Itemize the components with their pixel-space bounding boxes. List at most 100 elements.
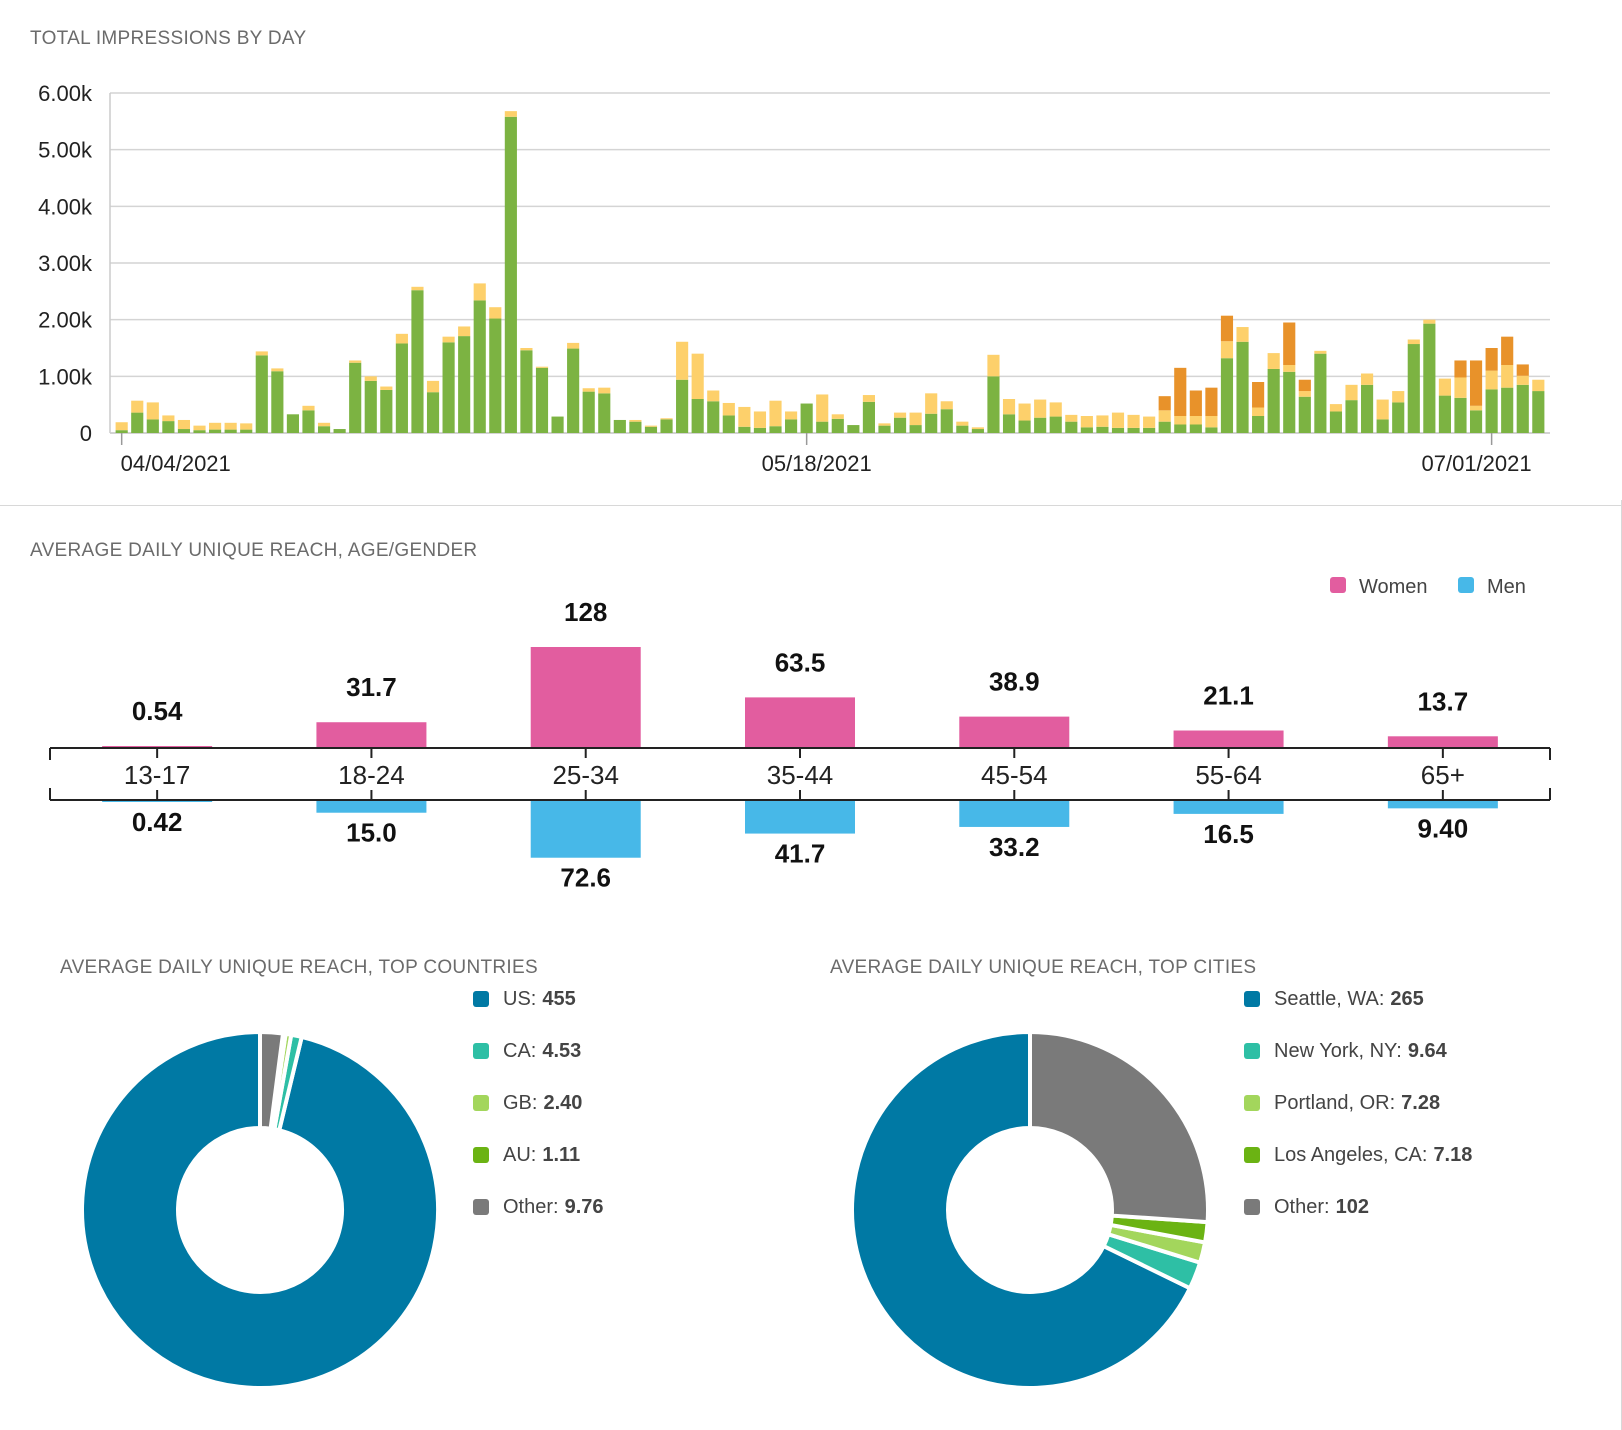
bar-segment	[535, 366, 549, 368]
bar-segment	[1158, 396, 1171, 411]
age-category-label: 18-24	[338, 760, 405, 790]
bar-segment	[473, 300, 486, 433]
bar-segment	[1267, 353, 1280, 369]
bar-segment	[1454, 397, 1467, 433]
bar-segment	[1205, 387, 1218, 416]
bar-segment	[489, 307, 502, 319]
bar-segment	[302, 410, 315, 433]
bar-segment	[146, 402, 159, 420]
bar-segment	[177, 429, 191, 433]
bar-segment	[551, 416, 564, 433]
legend-item: Los Angeles, CA: 7.18	[1244, 1129, 1472, 1181]
bar-segment	[567, 348, 580, 433]
bar-segment	[831, 418, 844, 433]
bar-segment	[1361, 373, 1374, 385]
bar-segment	[956, 421, 969, 426]
women-value-label: 21.1	[1203, 681, 1254, 711]
women-bar	[959, 716, 1070, 747]
legend-value: 2.40	[543, 1091, 583, 1114]
bar-segment	[769, 400, 782, 427]
men-bar	[745, 801, 855, 834]
legend-value: 102	[1335, 1195, 1369, 1218]
y-tick-label: 5.00k	[38, 138, 93, 163]
legend-item: Portland, OR: 7.28	[1244, 1077, 1472, 1129]
bar-segment	[224, 429, 237, 433]
y-tick-label: 1.00k	[38, 364, 93, 389]
bar-segment	[115, 430, 128, 433]
legend-label: CA:	[503, 1039, 537, 1062]
bar-segment	[520, 350, 533, 433]
bar-segment	[1454, 360, 1467, 378]
y-tick-label: 2.00k	[38, 308, 93, 333]
y-tick-label: 3.00k	[38, 251, 93, 276]
bar-segment	[1236, 341, 1249, 433]
bar-segment	[1314, 350, 1327, 354]
x-tick-label: 07/01/2021	[1422, 451, 1532, 476]
legend-swatch	[473, 1095, 489, 1111]
women-bar	[316, 722, 427, 747]
bar-segment	[644, 426, 658, 433]
bar-segment	[162, 421, 175, 433]
donut-slice	[258, 1029, 286, 1131]
bar-segment	[987, 376, 1000, 433]
bar-segment	[598, 387, 611, 394]
women-bar	[1173, 730, 1284, 747]
bar-segment	[707, 401, 720, 433]
bar-segment	[1329, 404, 1343, 412]
women-value-label: 31.7	[346, 672, 397, 702]
men-bar	[1387, 801, 1498, 809]
bar-segment	[878, 425, 891, 433]
countries-legend: US: 455 CA: 4.53 GB: 2.40 AU: 1.11 Other: 9.76	[473, 973, 604, 1233]
bar-segment	[349, 362, 362, 433]
men-value-label: 15.0	[346, 818, 397, 848]
y-tick-label: 6.00k	[38, 81, 93, 106]
bar-segment	[1392, 391, 1405, 403]
legend-label: GB:	[503, 1091, 538, 1114]
legend-label: Other:	[1274, 1195, 1330, 1218]
bar-segment	[1174, 416, 1187, 425]
bar-segment	[193, 430, 206, 433]
bar-segment	[1485, 348, 1498, 371]
bar-segment	[1298, 379, 1311, 392]
legend-item: GB: 2.40	[473, 1077, 604, 1129]
legend-value: 7.18	[1433, 1143, 1473, 1166]
bar-segment	[209, 422, 222, 430]
section-divider	[0, 505, 1622, 506]
bar-segment	[1127, 414, 1140, 428]
legend-label: Los Angeles, CA:	[1274, 1143, 1428, 1166]
legend-swatch	[1244, 1095, 1260, 1111]
bar-segment	[1096, 426, 1109, 433]
legend-swatch	[1330, 577, 1346, 593]
bar-segment	[1034, 417, 1047, 433]
bar-segment	[1205, 427, 1218, 433]
bar-segment	[816, 421, 829, 433]
bar-segment	[1065, 414, 1078, 422]
bar-segment	[644, 425, 658, 427]
bar-segment	[660, 418, 673, 420]
legend-swatch	[1458, 577, 1474, 593]
bar-segment	[162, 415, 175, 422]
bar-segment	[831, 414, 844, 419]
bar-segment	[1516, 364, 1529, 376]
bar-segment	[1454, 377, 1467, 398]
legend-swatch	[1244, 1199, 1260, 1215]
bar-segment	[535, 367, 549, 433]
age-category-label: 55-64	[1195, 760, 1262, 790]
bar-segment	[1034, 399, 1047, 418]
bar-segment	[458, 336, 471, 433]
legend-item: Seattle, WA: 265	[1244, 973, 1472, 1025]
bar-segment	[1329, 411, 1343, 433]
bar-segment	[504, 116, 517, 434]
legend-swatch	[473, 1147, 489, 1163]
bar-segment	[847, 425, 860, 433]
donut-slice	[850, 1029, 1193, 1390]
bar-segment	[1220, 341, 1234, 359]
cities-legend: Seattle, WA: 265 New York, NY: 9.64 Portland…	[1244, 973, 1472, 1233]
women-value-label: 128	[564, 597, 607, 627]
countries-title: AVERAGE DAILY UNIQUE REACH, TOP COUNTRIE…	[60, 957, 538, 978]
bar-segment	[753, 427, 767, 433]
men-bar	[959, 801, 1070, 827]
men-bar	[102, 801, 213, 802]
bar-segment	[971, 427, 984, 430]
